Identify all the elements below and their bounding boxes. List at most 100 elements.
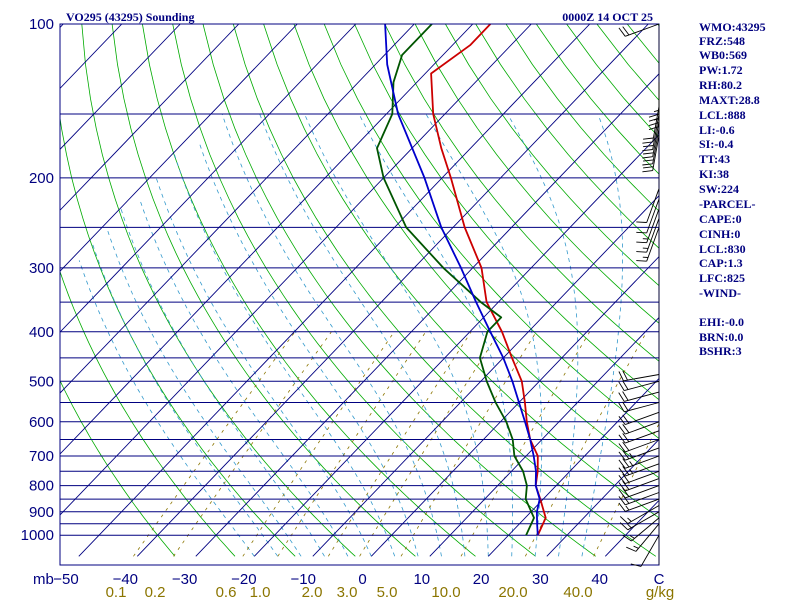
temperature-tick-label: 0 <box>358 571 366 588</box>
wind-barb <box>622 517 660 542</box>
mixing-ratio-tick-label: 1.0 <box>250 584 271 600</box>
dewpoint-profile <box>376 24 535 536</box>
moist-adiabat <box>425 113 543 557</box>
wind-barb <box>618 391 660 402</box>
wind-barb <box>642 113 660 152</box>
wind-barb <box>636 218 660 253</box>
isotherm <box>60 24 181 150</box>
dry-adiabat <box>384 24 659 362</box>
index-row: SI:-0.4 <box>699 137 733 151</box>
mixing-ratio-tick-label: 2.0 <box>302 584 323 600</box>
pressure-axis-label: mb <box>33 571 54 588</box>
wind-barb <box>636 198 660 234</box>
moist-adiabat <box>92 244 279 557</box>
index-row: SW:224 <box>699 182 739 196</box>
parcel-profile <box>384 24 541 536</box>
wind-barb <box>630 534 660 567</box>
pressure-tick-label: 700 <box>29 448 54 465</box>
mixing-ratio-tick-label: 0.2 <box>145 584 166 600</box>
temperature-tick-label: −50 <box>53 571 78 588</box>
dry-adiabat <box>354 24 659 401</box>
wind-barb <box>618 478 660 492</box>
isotherm <box>487 377 659 557</box>
wind-barb <box>619 511 660 531</box>
moist-adiabat <box>174 154 396 557</box>
index-row: BRN:0.0 <box>699 330 743 344</box>
chart-time: 0000Z 14 OCT 25 <box>562 10 653 24</box>
index-row: WMO:43295 <box>699 20 766 34</box>
index-row: LFC:825 <box>699 271 745 285</box>
temperature-tick-label: −40 <box>113 571 138 588</box>
wind-barb <box>618 455 660 469</box>
temperature-tick-label: 40 <box>591 571 608 588</box>
isotherm <box>78 24 591 557</box>
temperature-tick-label: 30 <box>532 571 549 588</box>
temperature-tick-label: −30 <box>172 571 197 588</box>
wind-barb <box>642 128 660 166</box>
wind-barb <box>618 421 660 435</box>
index-row: LI:-0.6 <box>699 123 735 137</box>
wind-barb <box>618 463 660 477</box>
index-row: CAPE:0 <box>699 212 742 226</box>
dry-adiabat <box>445 24 659 287</box>
mixing-ratio-tick-label: 3.0 <box>337 584 358 600</box>
wind-barb <box>642 106 660 144</box>
wind-barb <box>636 208 660 244</box>
mixing-ratio-tick-label: g/kg <box>646 584 674 600</box>
dry-adiabat <box>414 24 659 324</box>
temperature-tick-label: −10 <box>290 571 315 588</box>
moist-adiabat <box>259 113 466 557</box>
mixing-ratio-line <box>242 331 395 557</box>
isotherm <box>60 24 474 455</box>
wind-barb <box>618 470 660 485</box>
temperature-tick-label: 20 <box>473 571 490 588</box>
pressure-tick-label: 200 <box>29 170 54 187</box>
wind-barb <box>618 447 660 461</box>
index-row: BSHR:3 <box>699 344 742 358</box>
pressure-tick-label: 300 <box>29 260 54 277</box>
index-row: LCL:830 <box>699 242 746 256</box>
index-row: FRZ:548 <box>699 34 745 48</box>
moist-adiabat <box>581 113 623 557</box>
moist-adiabat <box>304 113 489 557</box>
wind-barb <box>618 23 660 37</box>
isotherm <box>312 195 659 557</box>
isotherm <box>60 24 415 394</box>
index-row: -PARCEL- <box>699 197 755 211</box>
wind-barb <box>619 505 660 524</box>
isotherm <box>60 24 240 211</box>
wind-barb <box>618 430 660 444</box>
isotherm <box>60 24 532 516</box>
mixing-ratio-tick-label: 20.0 <box>498 584 527 600</box>
index-row: MAXT:28.8 <box>699 93 760 107</box>
pressure-tick-label: 800 <box>29 478 54 495</box>
mixing-ratio-tick-label: 5.0 <box>377 584 398 600</box>
wind-barb <box>618 380 660 392</box>
temperature-tick-label: C <box>654 571 665 588</box>
index-row: CINH:0 <box>699 227 740 241</box>
isotherm <box>60 24 357 333</box>
isotherm <box>370 255 659 557</box>
mixing-ratio-tick-label: 0.6 <box>216 584 237 600</box>
index-row: TT:43 <box>699 152 730 166</box>
index-row: PW:1.72 <box>699 63 743 77</box>
dry-adiabat <box>475 24 659 249</box>
pressure-tick-label: 100 <box>29 16 54 33</box>
pressure-tick-label: 1000 <box>21 527 54 544</box>
wind-barb <box>618 401 660 413</box>
index-row: -WIND- <box>699 286 741 300</box>
isotherm <box>195 73 659 557</box>
moist-adiabat <box>358 113 513 557</box>
pressure-tick-label: 400 <box>29 324 54 341</box>
wind-barb <box>618 411 660 426</box>
wind-barb <box>636 227 660 262</box>
wind-barb <box>618 498 660 512</box>
index-row: LCL:888 <box>699 108 746 122</box>
wind-barb <box>618 370 660 382</box>
isotherm <box>253 134 659 557</box>
wind-barb <box>626 523 660 552</box>
moist-adiabat <box>198 141 419 557</box>
mixing-ratio-tick-label: 40.0 <box>563 584 592 600</box>
index-row: RH:80.2 <box>699 78 742 92</box>
